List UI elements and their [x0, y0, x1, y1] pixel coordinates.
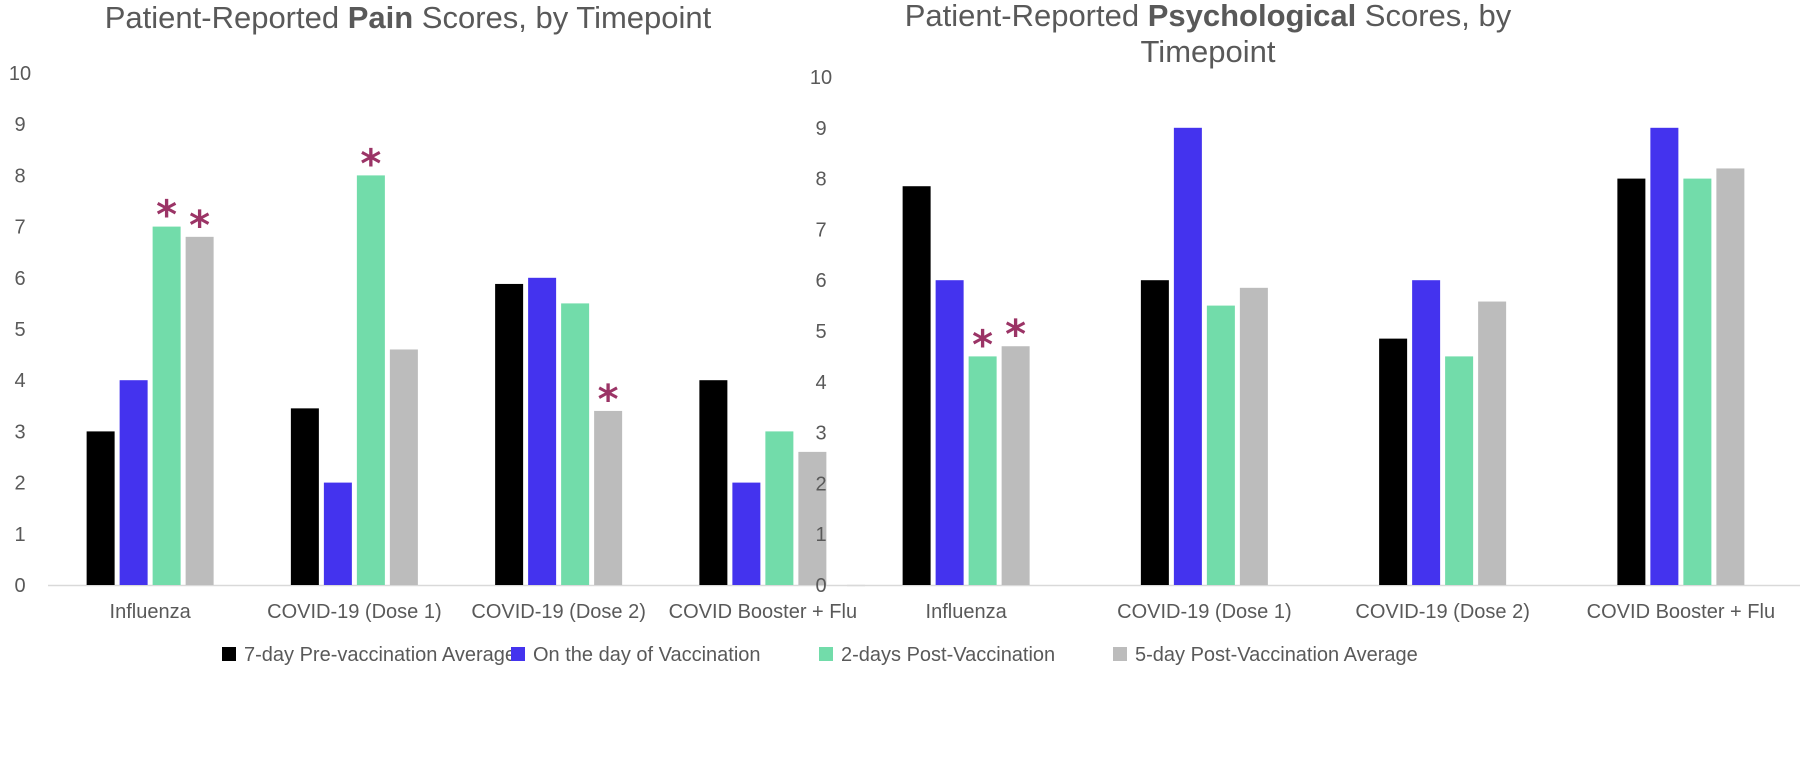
significance-marker: * — [1005, 312, 1026, 358]
bar — [1716, 168, 1745, 585]
significance-marker: * — [972, 322, 993, 368]
bar — [1478, 301, 1507, 585]
legend-label: 7-day Pre-vaccination Average — [244, 644, 516, 666]
y-tick-label: 8 — [14, 165, 25, 187]
bar — [389, 349, 418, 585]
bar — [152, 226, 181, 585]
significance-marker: * — [189, 203, 210, 249]
legend-swatch — [819, 647, 833, 661]
psychological-scores-chart: Patient-Reported Psychological Scores, b… — [810, 0, 1800, 623]
y-tick-label: 1 — [815, 524, 826, 546]
chart-title-part: Timepoint — [1141, 34, 1276, 69]
chart-title-part: Scores, by Timepoint — [413, 0, 711, 35]
bar — [1617, 178, 1646, 585]
bar — [902, 186, 931, 585]
legend: 7-day Pre-vaccination Average On the day … — [222, 644, 1418, 666]
category-label: Influenza — [926, 601, 1008, 623]
legend-label: On the day of Vaccination — [533, 644, 761, 666]
y-tick-label: 10 — [9, 63, 31, 85]
bar — [1001, 346, 1030, 585]
y-tick-label: 3 — [815, 423, 826, 445]
bar — [935, 280, 964, 585]
bar — [732, 482, 761, 585]
chart-title: Patient-Reported Pain Scores, by Timepoi… — [105, 0, 712, 35]
bar — [765, 431, 794, 585]
legend-label: 2-days Post-Vaccination — [841, 644, 1055, 666]
bar — [1239, 287, 1268, 585]
bar — [594, 410, 623, 585]
bar — [323, 482, 352, 585]
chart-title-part: Patient-Reported — [905, 0, 1148, 33]
y-tick-label: 5 — [815, 321, 826, 343]
legend-swatch — [1113, 647, 1127, 661]
y-tick-label: 3 — [14, 421, 25, 443]
bar — [528, 277, 557, 585]
chart-title-part: Pain — [348, 0, 413, 35]
chart-title-part: Patient-Reported — [105, 0, 348, 35]
bar — [798, 451, 827, 585]
y-tick-label: 4 — [815, 372, 826, 394]
bar — [561, 303, 590, 585]
bar — [1140, 280, 1169, 585]
bar — [290, 408, 319, 585]
bar — [119, 380, 148, 585]
legend-swatch — [222, 647, 236, 661]
bar — [1650, 127, 1679, 586]
category-label: COVID-19 (Dose 2) — [471, 601, 646, 623]
y-tick-label: 0 — [14, 575, 25, 597]
y-tick-label: 9 — [815, 118, 826, 140]
category-label: COVID Booster + Flu — [1587, 601, 1775, 623]
bar — [1379, 338, 1408, 585]
y-tick-label: 6 — [14, 268, 25, 290]
category-label: COVID Booster + Flu — [669, 601, 857, 623]
chart-title: Patient-Reported Psychological Scores, b… — [905, 0, 1512, 69]
category-label: COVID-19 (Dose 2) — [1355, 601, 1530, 623]
bar — [1206, 305, 1235, 585]
category-label: COVID-19 (Dose 1) — [1117, 601, 1292, 623]
bar — [699, 380, 728, 585]
significance-marker: * — [360, 141, 381, 187]
y-tick-label: 1 — [14, 524, 25, 546]
y-tick-label: 2 — [14, 473, 25, 495]
y-tick-label: 0 — [815, 575, 826, 597]
legend-label: 5-day Post-Vaccination Average — [1135, 644, 1418, 666]
significance-marker: * — [598, 377, 619, 423]
legend-swatch — [511, 647, 525, 661]
category-label: COVID-19 (Dose 1) — [267, 601, 442, 623]
y-tick-label: 2 — [815, 473, 826, 495]
chart-title-part: Psychological — [1148, 0, 1356, 33]
y-tick-label: 9 — [14, 114, 25, 136]
bar — [1445, 356, 1474, 585]
y-tick-label: 5 — [14, 319, 25, 341]
bar — [1412, 280, 1441, 585]
bar — [495, 283, 524, 585]
y-tick-label: 4 — [14, 370, 25, 392]
y-tick-label: 10 — [810, 67, 832, 89]
bar — [86, 431, 115, 585]
category-label: Influenza — [110, 601, 192, 623]
y-tick-label: 7 — [14, 217, 25, 239]
bar — [1683, 178, 1712, 585]
significance-marker: * — [156, 193, 177, 239]
pain-scores-chart: Patient-Reported Pain Scores, by Timepoi… — [9, 0, 865, 623]
bar — [1173, 127, 1202, 586]
y-tick-label: 8 — [815, 169, 826, 191]
chart-title-part: Scores, by — [1356, 0, 1512, 33]
bar — [185, 236, 214, 585]
y-tick-label: 6 — [815, 270, 826, 292]
bar — [968, 356, 997, 585]
y-tick-label: 7 — [815, 219, 826, 241]
bar — [356, 175, 385, 585]
